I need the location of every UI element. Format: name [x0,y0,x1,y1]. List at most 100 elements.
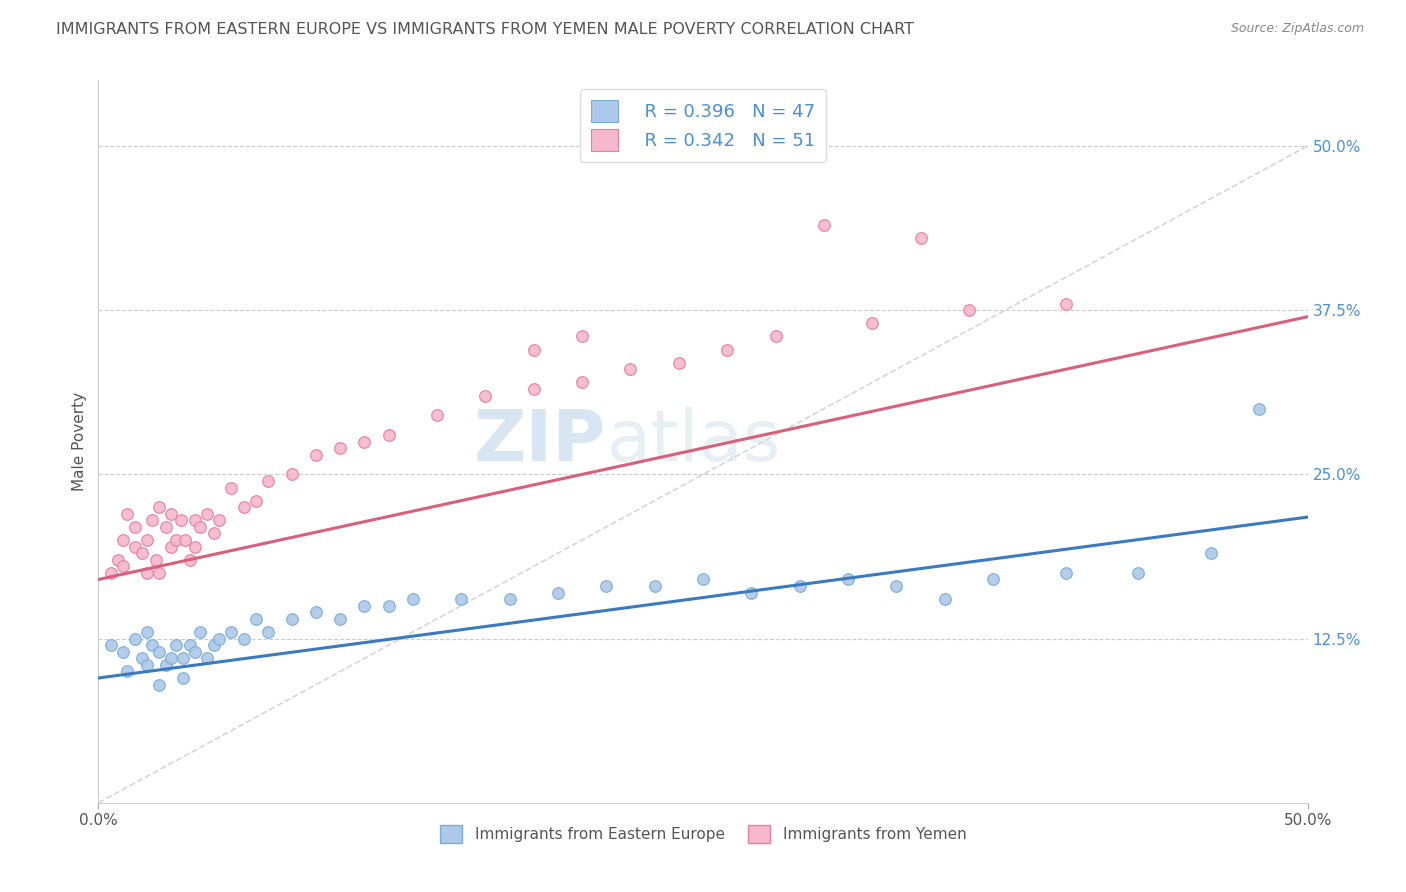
Point [100,566,122,580]
Point [571,376,593,390]
Point [135,657,157,672]
Point [1199,546,1222,560]
Point [692,573,714,587]
Point [910,231,932,245]
Point [571,329,593,343]
Point [169,513,191,527]
Point [174,533,197,547]
Point [789,579,811,593]
Point [498,592,520,607]
Text: IMMIGRANTS FROM EASTERN EUROPE VS IMMIGRANTS FROM YEMEN MALE POVERTY CORRELATION: IMMIGRANTS FROM EASTERN EUROPE VS IMMIGR… [56,22,914,37]
Legend: Immigrants from Eastern Europe, Immigrants from Yemen: Immigrants from Eastern Europe, Immigran… [433,819,973,849]
Y-axis label: Male Poverty: Male Poverty [72,392,87,491]
Point [141,638,163,652]
Point [148,566,170,580]
Point [595,579,617,593]
Point [117,507,139,521]
Text: ZIP: ZIP [474,407,606,476]
Point [474,388,496,402]
Text: Source: ZipAtlas.com: Source: ZipAtlas.com [1230,22,1364,36]
Point [135,566,157,580]
Point [256,625,278,640]
Point [305,605,328,619]
Point [208,513,231,527]
Point [107,553,129,567]
Point [141,513,163,527]
Text: atlas: atlas [606,407,780,476]
Point [184,513,207,527]
Point [245,612,267,626]
Point [165,638,187,652]
Point [813,218,835,232]
Point [131,546,153,560]
Point [644,579,666,593]
Point [160,507,183,521]
Point [765,329,787,343]
Point [934,592,956,607]
Point [100,638,122,652]
Point [160,540,183,554]
Point [184,645,207,659]
Point [523,382,546,396]
Point [523,343,546,357]
Point [281,467,304,482]
Point [860,316,883,330]
Point [981,573,1004,587]
Point [377,428,399,442]
Point [837,573,859,587]
Point [172,671,194,685]
Point [160,651,183,665]
Point [124,632,146,646]
Point [450,592,472,607]
Point [135,533,157,547]
Point [195,507,218,521]
Point [547,585,569,599]
Point [1128,566,1150,580]
Point [145,553,167,567]
Point [245,493,267,508]
Point [329,612,352,626]
Point [1054,296,1077,310]
Point [111,559,134,574]
Point [957,303,980,318]
Point [172,651,194,665]
Point [377,599,399,613]
Point [179,638,201,652]
Point [668,356,690,370]
Point [353,599,375,613]
Point [111,533,134,547]
Point [204,638,226,652]
Point [165,533,187,547]
Point [184,540,207,554]
Point [195,651,218,665]
Point [305,448,328,462]
Point [135,625,157,640]
Point [716,343,738,357]
Point [148,500,170,515]
Point [1054,566,1077,580]
Point [155,520,177,534]
Point [111,645,134,659]
Point [131,651,153,665]
Point [124,520,146,534]
Point [179,553,201,567]
Point [402,592,425,607]
Point [232,500,254,515]
Point [426,409,449,423]
Point [188,520,211,534]
Point [281,612,304,626]
Point [204,526,226,541]
Point [329,441,352,455]
Point [232,632,254,646]
Point [221,481,243,495]
Point [117,665,139,679]
Point [148,645,170,659]
Point [221,625,243,640]
Point [208,632,231,646]
Point [188,625,211,640]
Point [1249,401,1271,416]
Point [353,434,375,449]
Point [256,474,278,488]
Point [124,540,146,554]
Point [619,362,641,376]
